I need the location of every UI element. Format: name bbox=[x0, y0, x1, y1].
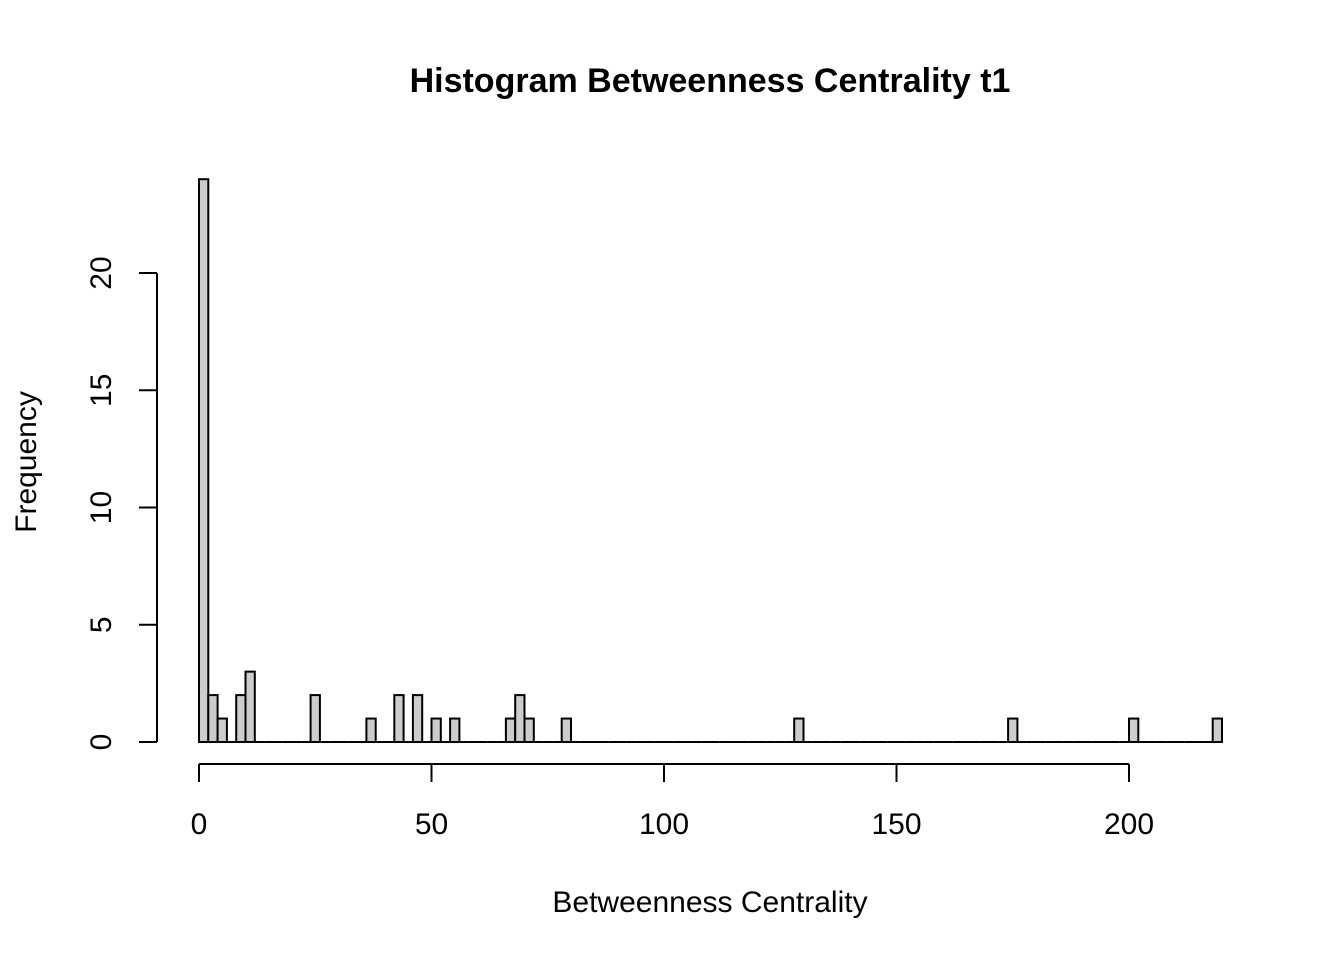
histogram-bar bbox=[244, 670, 256, 744]
histogram-bar bbox=[560, 717, 573, 743]
histogram-bar bbox=[793, 717, 805, 743]
histogram-bar bbox=[393, 694, 405, 743]
y-axis-label: Frequency bbox=[10, 391, 43, 533]
histogram-bar bbox=[411, 694, 424, 743]
histogram-bar bbox=[514, 694, 526, 743]
histogram-bar bbox=[449, 717, 461, 743]
histogram-bars bbox=[198, 178, 1223, 744]
histogram-bar bbox=[430, 717, 442, 743]
x-tick-label: 200 bbox=[1104, 808, 1154, 841]
x-tick-label: 150 bbox=[871, 808, 921, 841]
y-tick-label: 5 bbox=[85, 616, 118, 633]
histogram-bar bbox=[1211, 717, 1223, 743]
histogram-bar bbox=[365, 717, 377, 743]
histogram-bar bbox=[309, 694, 321, 743]
histogram-bar bbox=[216, 717, 228, 743]
y-tick-label: 0 bbox=[85, 734, 118, 751]
y-tick-label: 15 bbox=[85, 374, 118, 407]
histogram-bar bbox=[504, 717, 517, 743]
histogram-bar bbox=[198, 178, 210, 743]
x-tick-label: 100 bbox=[639, 808, 689, 841]
histogram-bar bbox=[523, 717, 535, 743]
histogram-bar bbox=[1007, 717, 1019, 743]
x-tick-label: 50 bbox=[415, 808, 448, 841]
y-tick-label: 10 bbox=[85, 491, 118, 524]
x-tick-label: 0 bbox=[191, 808, 208, 841]
x-axis: 0 50 100 150 200 bbox=[191, 763, 1154, 841]
histogram-bar bbox=[235, 694, 247, 743]
histogram-bar bbox=[207, 694, 219, 743]
y-axis: 0 5 10 15 20 bbox=[85, 256, 158, 751]
histogram-bar bbox=[1128, 717, 1140, 743]
chart-title: Histogram Betweenness Centrality t1 bbox=[410, 62, 1011, 100]
x-axis-label: Betweenness Centrality bbox=[552, 886, 867, 919]
y-tick-label: 20 bbox=[85, 256, 118, 289]
